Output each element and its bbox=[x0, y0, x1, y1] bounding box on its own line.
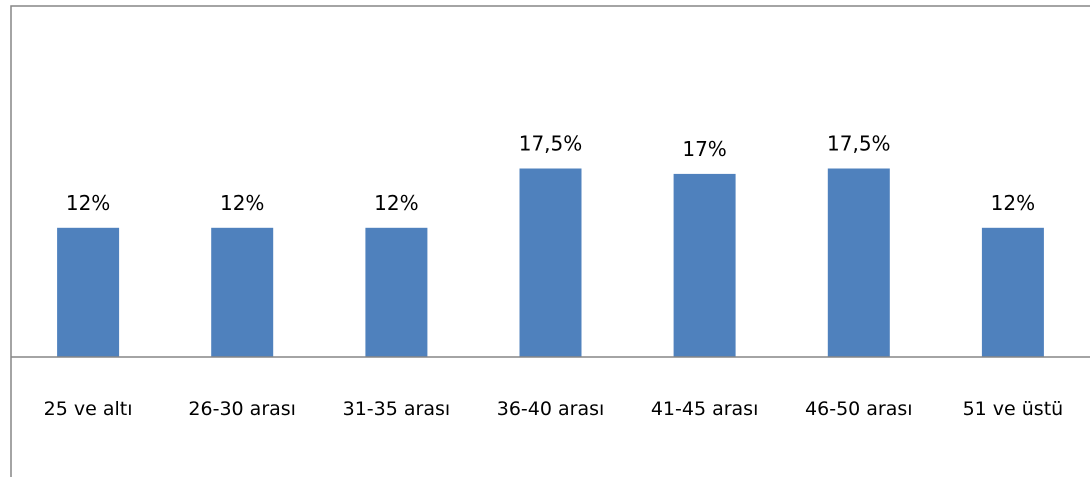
data-label: 12% bbox=[374, 191, 418, 215]
x-tick-label: 46-50 arası bbox=[805, 398, 913, 420]
x-tick-label: 41-45 arası bbox=[651, 398, 759, 420]
chart-frame bbox=[10, 5, 1090, 477]
bar bbox=[827, 168, 890, 357]
data-label: 12% bbox=[991, 191, 1035, 215]
bar bbox=[981, 227, 1044, 357]
data-label: 17,5% bbox=[827, 132, 891, 156]
x-tick-label: 51 ve üstü bbox=[963, 398, 1064, 420]
data-label: 12% bbox=[220, 191, 264, 215]
x-tick-label: 36-40 arası bbox=[497, 398, 605, 420]
data-label: 17% bbox=[682, 137, 726, 161]
x-tick-label: 25 ve altı bbox=[44, 398, 133, 420]
x-tick-label: 31-35 arası bbox=[343, 398, 451, 420]
x-tick-labels-layer: 25 ve altı 26-30 arası 31-35 arası 36-40 ar… bbox=[44, 398, 1064, 420]
bar bbox=[519, 168, 582, 357]
bar bbox=[57, 227, 120, 357]
bar bbox=[673, 173, 736, 357]
data-label: 12% bbox=[66, 191, 110, 215]
bars-layer bbox=[57, 168, 1044, 357]
data-label: 17,5% bbox=[519, 132, 583, 156]
bar bbox=[211, 227, 274, 357]
data-labels-layer: 12% 12% 12% 17,5% 17% 17,5% 12% bbox=[66, 132, 1035, 215]
bar bbox=[365, 227, 428, 357]
x-tick-label: 26-30 arası bbox=[188, 398, 296, 420]
